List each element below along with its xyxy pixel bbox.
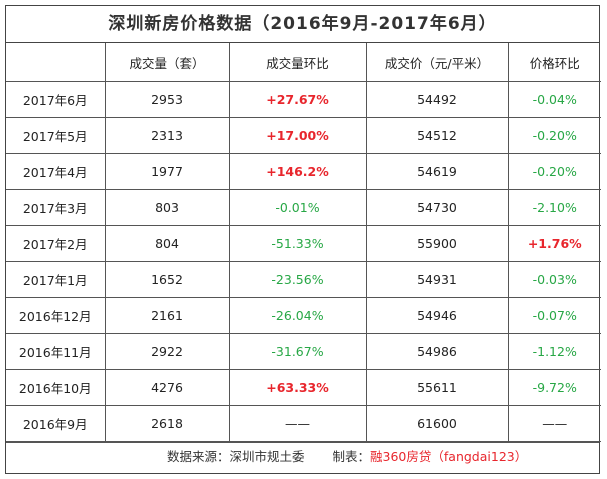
price-cell: 55900 <box>365 225 509 262</box>
volume-change-cell: -51.33% <box>228 225 367 262</box>
month-cell: 2017年5月 <box>6 117 106 154</box>
table-footer: 数据来源：深圳市规土委 制表：融360房贷（fangdai123） <box>6 442 599 469</box>
price-cell: 55611 <box>365 369 509 406</box>
volume-cell: 2313 <box>104 117 230 154</box>
price-change-cell: -0.07% <box>507 297 601 334</box>
column-header: 成交量（套） <box>104 43 230 82</box>
price-change-cell: -0.03% <box>507 261 601 298</box>
volume-cell: 1977 <box>104 153 230 190</box>
volume-cell: 2922 <box>104 333 230 370</box>
price-cell: 54619 <box>365 153 509 190</box>
table-row: 2016年12月 2161 -26.04% 54946 -0.07% <box>6 297 601 334</box>
table-row: 2017年1月 1652 -23.56% 54931 -0.03% <box>6 261 601 298</box>
price-table: 成交量（套） 成交量环比 成交价（元/平米） 价格环比 2017年6月 2953 +… <box>6 43 601 442</box>
table-row: 2017年4月 1977 +146.2% 54619 -0.20% <box>6 153 601 190</box>
price-cell: 54931 <box>365 261 509 298</box>
price-cell: 54730 <box>365 189 509 226</box>
volume-change-cell: +17.00% <box>228 117 367 154</box>
table-row: 2016年10月 4276 +63.33% 55611 -9.72% <box>6 369 601 406</box>
volume-change-cell: +63.33% <box>228 369 367 406</box>
header-row: 成交量（套） 成交量环比 成交价（元/平米） 价格环比 <box>6 43 601 82</box>
month-cell: 2016年10月 <box>6 369 106 406</box>
table-row: 2016年11月 2922 -31.67% 54986 -1.12% <box>6 333 601 370</box>
price-change-cell: -2.10% <box>507 189 601 226</box>
volume-cell: 803 <box>104 189 230 226</box>
month-cell: 2017年3月 <box>6 189 106 226</box>
volume-cell: 2161 <box>104 297 230 334</box>
month-cell: 2016年9月 <box>6 405 106 442</box>
column-header: 价格环比 <box>507 43 601 82</box>
price-change-cell: -1.12% <box>507 333 601 370</box>
price-cell: 61600 <box>365 405 509 442</box>
volume-change-cell: —— <box>228 405 367 442</box>
table-row: 2016年9月 2618 —— 61600 —— <box>6 405 601 442</box>
table-row: 2017年5月 2313 +17.00% 54512 -0.20% <box>6 117 601 154</box>
month-cell: 2017年6月 <box>6 81 106 118</box>
month-cell: 2016年12月 <box>6 297 106 334</box>
volume-cell: 804 <box>104 225 230 262</box>
price-cell: 54986 <box>365 333 509 370</box>
volume-change-cell: +27.67% <box>228 81 367 118</box>
price-change-cell: -0.20% <box>507 153 601 190</box>
month-cell: 2017年4月 <box>6 153 106 190</box>
maker-label: 制表： <box>332 449 371 464</box>
price-change-cell: +1.76% <box>507 225 601 262</box>
volume-cell: 4276 <box>104 369 230 406</box>
maker-brand: 融360房贷（fangdai123） <box>370 449 528 464</box>
data-table-card: 深圳新房价格数据（2016年9月-2017年6月） 成交量（套） 成交量环比 成… <box>5 5 601 474</box>
volume-change-cell: -0.01% <box>228 189 367 226</box>
table-row: 2017年3月 803 -0.01% 54730 -2.10% <box>6 189 601 226</box>
table-row: 2017年2月 804 -51.33% 55900 +1.76% <box>6 225 601 262</box>
price-cell: 54512 <box>365 117 509 154</box>
table-title: 深圳新房价格数据（2016年9月-2017年6月） <box>6 6 599 43</box>
volume-change-cell: -31.67% <box>228 333 367 370</box>
data-source: 数据来源：深圳市规土委 <box>167 449 305 464</box>
volume-change-cell: -23.56% <box>228 261 367 298</box>
column-header: 成交价（元/平米） <box>365 43 509 82</box>
month-cell: 2017年2月 <box>6 225 106 262</box>
volume-cell: 2618 <box>104 405 230 442</box>
month-cell: 2016年11月 <box>6 333 106 370</box>
column-header <box>6 43 106 82</box>
column-header: 成交量环比 <box>228 43 367 82</box>
price-change-cell: -0.20% <box>507 117 601 154</box>
price-cell: 54492 <box>365 81 509 118</box>
month-cell: 2017年1月 <box>6 261 106 298</box>
price-change-cell: -0.04% <box>507 81 601 118</box>
price-cell: 54946 <box>365 297 509 334</box>
volume-cell: 1652 <box>104 261 230 298</box>
table-row: 2017年6月 2953 +27.67% 54492 -0.04% <box>6 81 601 118</box>
volume-cell: 2953 <box>104 81 230 118</box>
volume-change-cell: -26.04% <box>228 297 367 334</box>
price-change-cell: —— <box>507 405 601 442</box>
price-change-cell: -9.72% <box>507 369 601 406</box>
volume-change-cell: +146.2% <box>228 153 367 190</box>
